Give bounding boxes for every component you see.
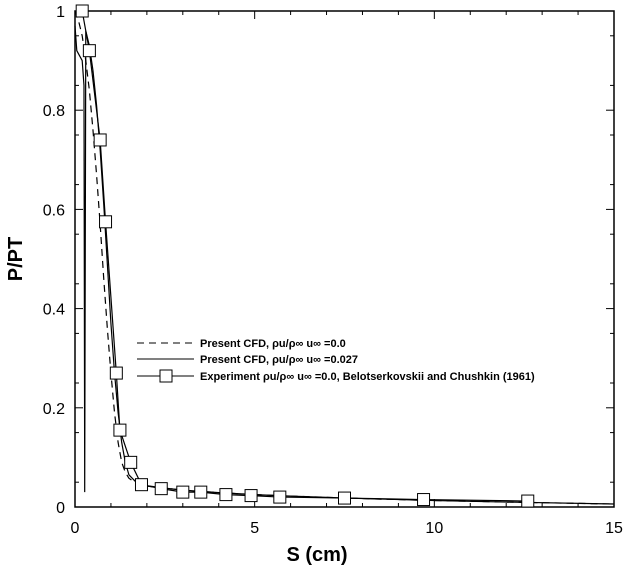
series-2-marker [219, 488, 233, 502]
y-axis-title: P/PT [5, 237, 27, 281]
y-tick-label: 0.6 [43, 202, 65, 219]
legend-label-experiment: Experiment ρu/ρ∞ u∞ =0.0, Belotserkovski… [200, 371, 535, 383]
series-2-marker [99, 215, 113, 229]
legend-label-cfd-0027: Present CFD, ρu/ρ∞ u∞ =0.027 [200, 354, 358, 366]
axis-tick-labels: 0 5 10 15 0 0.2 0.4 0.6 0.8 1 [43, 4, 623, 537]
series-2-marker [176, 485, 190, 499]
y-tick-label: 0.4 [43, 302, 65, 319]
legend-marker-experiment [159, 369, 173, 383]
x-tick-label: 10 [425, 520, 443, 537]
y-tick-label: 0.2 [43, 401, 65, 418]
series-2-marker [273, 490, 287, 504]
series-2-marker [134, 478, 148, 492]
series-2-marker [244, 489, 258, 503]
series-layer [74, 4, 615, 508]
legend: Present CFD, ρu/ρ∞ u∞ =0.0 Present CFD, … [137, 338, 535, 383]
series-2-marker [75, 4, 89, 18]
series-2-marker [417, 493, 431, 507]
x-tick-label: 0 [71, 520, 80, 537]
series-line-1 [74, 25, 615, 505]
series-2-marker [93, 133, 107, 147]
series-2-marker [154, 482, 168, 496]
axis-ticks [74, 10, 615, 508]
series-2-marker [82, 44, 96, 58]
legend-label-cfd-0: Present CFD, ρu/ρ∞ u∞ =0.0 [200, 338, 346, 350]
x-axis-title: S (cm) [286, 544, 347, 566]
series-line-2 [81, 10, 528, 502]
series-2-marker [124, 455, 138, 469]
series-2-marker [113, 423, 127, 437]
series-line-0 [74, 10, 615, 505]
plot-frame [74, 10, 615, 508]
series-2-marker [521, 494, 535, 508]
series-2-marker [194, 485, 208, 499]
y-tick-label: 0 [56, 500, 65, 517]
series-2-marker [109, 366, 123, 380]
y-tick-label: 0.8 [43, 103, 65, 120]
x-tick-label: 5 [250, 520, 259, 537]
y-tick-label: 1 [56, 4, 65, 21]
series-2-marker [338, 491, 351, 505]
x-tick-label: 15 [605, 520, 623, 537]
